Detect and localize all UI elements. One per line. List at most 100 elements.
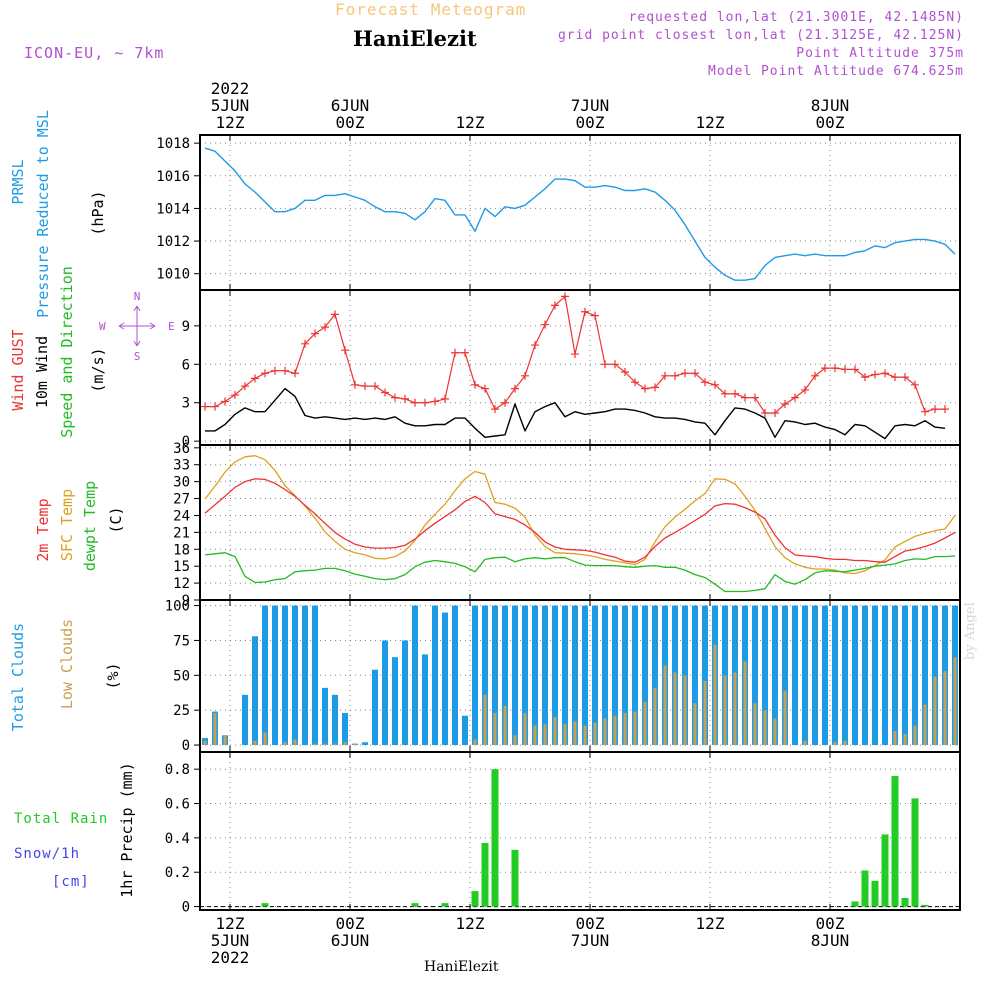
gust-point	[291, 369, 299, 378]
low-cloud-bar	[473, 739, 477, 746]
gust-point	[251, 374, 259, 383]
temp-legend-sfc: SFC Temp	[58, 489, 76, 561]
gust-point	[771, 408, 779, 417]
low-cloud-bar	[843, 740, 847, 746]
total-cloud-bar	[262, 605, 268, 746]
gust-point	[741, 393, 749, 402]
low-cloud-bar	[903, 733, 907, 746]
rain-bar	[411, 903, 419, 907]
low-cloud-bar	[603, 718, 607, 746]
total-cloud-bar	[862, 605, 868, 746]
chart-title: Forecast Meteogram	[335, 0, 527, 19]
low-cloud-bar	[343, 742, 347, 746]
gust-point	[361, 382, 369, 391]
total-cloud-bar	[772, 605, 778, 746]
total-cloud-bar	[812, 605, 818, 746]
total-cloud-bar	[692, 605, 698, 746]
precip-legend-snow: Snow/1h	[14, 846, 81, 862]
temperature-ytick-label: 18	[173, 542, 190, 558]
low-cloud-bar	[623, 712, 627, 746]
pressure-ytick-label: 1016	[156, 169, 190, 185]
wind-ytick-label: 0	[182, 434, 190, 450]
gust-point	[591, 311, 599, 320]
low-cloud-bar	[923, 704, 927, 746]
gust-point	[231, 391, 239, 400]
gust-point	[911, 380, 919, 389]
total-cloud-bar	[842, 605, 848, 746]
gust-point	[891, 373, 899, 382]
low-cloud-bar	[653, 687, 657, 746]
gust-point	[321, 323, 329, 332]
bottom-axis-label: 2022	[211, 948, 250, 967]
bottom-axis-label: 5JUN	[211, 931, 250, 950]
rain-bar	[441, 903, 449, 907]
bottom-axis-label: 6JUN	[331, 931, 370, 950]
gust-point	[871, 370, 879, 379]
total-cloud-bar	[502, 605, 508, 746]
top-axis-label: 5JUN	[211, 96, 250, 115]
total-cloud-bar	[372, 669, 378, 746]
clouds-ytick-label: 100	[165, 599, 190, 615]
temperature-ytick-label: 15	[173, 559, 190, 575]
footer-station: HaniElezit	[424, 959, 499, 975]
top-axis-label: 7JUN	[571, 96, 610, 115]
pressure-legend-prmsl: PRMSL	[9, 159, 27, 204]
total-cloud-bar	[782, 605, 788, 746]
total-cloud-bar	[592, 605, 598, 746]
total-cloud-bar	[852, 605, 858, 746]
wind-frame	[199, 289, 961, 446]
dewpoint-line	[204, 552, 956, 593]
low-cloud-bar	[253, 740, 257, 746]
clouds-legend-total: Total Clouds	[9, 623, 27, 731]
gust-point	[671, 371, 679, 380]
rain-bar	[921, 904, 929, 907]
gust-point	[581, 307, 589, 316]
low-cloud-bar	[763, 710, 767, 746]
temperature-ytick-label: 12	[173, 576, 190, 592]
gust-point	[221, 397, 229, 406]
pressure-legend-msl: Pressure Reduced to MSL	[34, 110, 52, 318]
low-cloud-bar	[753, 703, 757, 746]
low-cloud-bar	[723, 675, 727, 746]
low-cloud-bar	[833, 742, 837, 746]
low-cloud-bar	[543, 724, 547, 746]
pressure-legend-unit: (hPa)	[89, 190, 107, 235]
clouds-ytick-label: 75	[173, 633, 190, 649]
temp-legend-2m: 2m Temp	[34, 498, 52, 561]
low-cloud-bar	[263, 732, 267, 746]
total-cloud-bar	[632, 605, 638, 746]
gust-point	[781, 400, 789, 409]
gust-point	[821, 364, 829, 373]
rain-bar	[881, 834, 889, 907]
credit-watermark: by Angel	[963, 602, 978, 660]
pressure-ytick-label: 1010	[156, 267, 190, 283]
gust-point	[861, 373, 869, 382]
gust-point	[441, 394, 449, 403]
gust-point	[551, 301, 559, 310]
gust-point	[661, 371, 669, 380]
low-cloud-bar	[733, 672, 737, 746]
gust-point	[711, 380, 719, 389]
temperature-ytick-label: 24	[173, 508, 190, 524]
total-cloud-bar	[422, 654, 428, 746]
low-cloud-bar	[583, 725, 587, 746]
temperature-ytick-label: 33	[173, 458, 190, 474]
precip-ytick-label: 0	[182, 900, 190, 916]
low-cloud-bar	[353, 743, 357, 746]
temp-2m-line	[204, 478, 956, 563]
pressure-ytick-label: 1018	[156, 136, 190, 152]
bottom-axis-label: 7JUN	[571, 931, 610, 950]
low-cloud-bar	[783, 690, 787, 746]
total-cloud-bar	[612, 605, 618, 746]
gust-point	[381, 388, 389, 397]
compass-s: S	[134, 350, 141, 363]
gust-point	[281, 366, 289, 375]
gust-point	[621, 367, 629, 376]
total-cloud-bar	[332, 694, 338, 746]
pressure-line	[204, 147, 956, 281]
gust-point	[731, 389, 739, 398]
rain-bar	[871, 880, 879, 907]
total-cloud-bar	[472, 605, 478, 746]
clouds-ytick-label: 25	[173, 703, 190, 719]
compass-n: N	[134, 290, 141, 303]
